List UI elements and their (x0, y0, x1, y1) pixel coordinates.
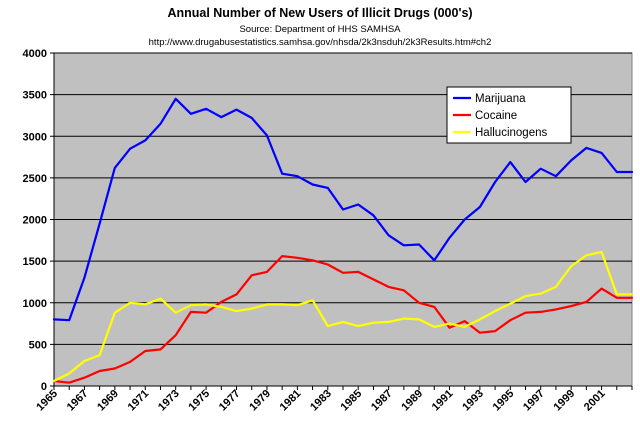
x-tick-label: 1989 (399, 388, 425, 414)
legend-label-cocaine: Cocaine (475, 110, 517, 122)
x-tick-label: 1975 (186, 388, 212, 414)
y-tick-label: 1500 (23, 256, 47, 268)
x-tick-label: 2001 (582, 388, 608, 414)
x-tick-label: 1999 (551, 388, 577, 414)
x-tick-label: 1979 (247, 388, 273, 414)
chart-title: Annual Number of New Users of Illicit Dr… (167, 6, 473, 20)
x-tick-label: 1973 (156, 388, 182, 414)
x-tick-label: 1965 (34, 388, 60, 414)
series-line-hallucinogens (52, 250, 634, 383)
x-tick-label: 1977 (217, 388, 243, 414)
x-tick-label: 1983 (308, 388, 334, 414)
x-tick-label: 1997 (521, 388, 547, 414)
x-tick-label: 1987 (369, 388, 395, 414)
legend-label-marijuana: Marijuana (475, 93, 526, 105)
x-tick-label: 1985 (339, 388, 365, 414)
legend-label-hallucinogens: Hallucinogens (475, 127, 547, 139)
series-line-marijuana (52, 97, 634, 322)
series-line-cocaine (52, 255, 634, 384)
y-tick-label: 2500 (23, 173, 47, 185)
x-tick-label: 1991 (430, 388, 456, 414)
y-tick-label: 500 (29, 339, 47, 351)
y-tick-label: 3000 (23, 131, 47, 143)
y-tick-label: 2000 (23, 215, 47, 227)
y-tick-label: 3500 (23, 90, 47, 102)
x-tick-label: 1993 (460, 388, 486, 414)
chart-url: http://www.drugabusestatistics.samhsa.go… (148, 37, 492, 48)
y-tick-label: 4000 (23, 48, 47, 60)
x-tick-label: 1967 (65, 388, 91, 414)
y-tick-label: 0 (41, 381, 47, 393)
x-tick-label: 1969 (95, 388, 121, 414)
x-tick-label: 1995 (491, 388, 517, 414)
x-tick-label: 1981 (278, 388, 304, 414)
x-tick-label: 1971 (126, 388, 152, 414)
chart-source: Source: Department of HHS SAMHSA (239, 24, 401, 35)
y-tick-label: 1000 (23, 298, 47, 310)
